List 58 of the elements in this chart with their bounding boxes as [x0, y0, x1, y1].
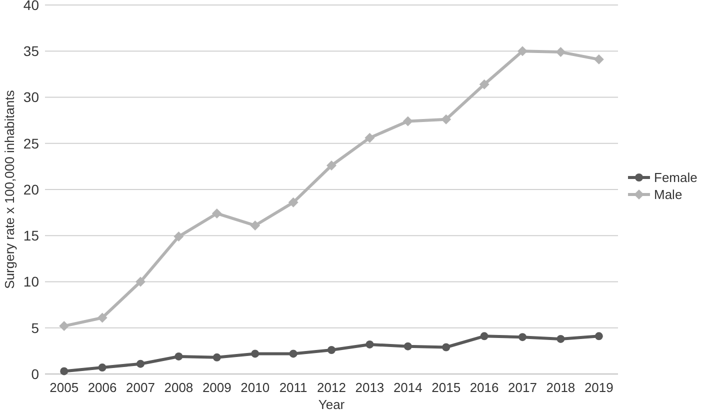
point	[518, 46, 528, 56]
y-tick-label: 40	[23, 0, 40, 13]
y-axis-title: Surgery rate x 100,000 inhabitants	[2, 90, 17, 289]
point	[97, 312, 108, 323]
x-tick-label: 2007	[126, 380, 155, 395]
x-tick-label: 2011	[279, 380, 308, 395]
point	[518, 333, 526, 342]
y-tick-label: 0	[31, 366, 40, 382]
point	[366, 340, 374, 348]
x-axis-title: Year	[318, 397, 346, 412]
point	[60, 367, 68, 376]
x-tick-label: 2019	[584, 380, 614, 395]
point	[556, 334, 565, 343]
y-tick-label: 25	[23, 135, 40, 152]
point	[594, 54, 604, 64]
point	[594, 332, 603, 340]
point	[402, 116, 413, 126]
x-tick-label: 2006	[88, 380, 117, 395]
x-tick-label: 2005	[50, 380, 79, 395]
legend-label: Male	[654, 187, 682, 202]
y-tick-label: 10	[23, 274, 40, 290]
y-tick-label: 20	[23, 181, 40, 198]
point	[556, 47, 566, 58]
point	[136, 276, 146, 287]
x-tick-label: 2017	[508, 380, 537, 395]
point	[59, 321, 70, 332]
point	[212, 353, 221, 362]
point	[212, 208, 222, 218]
y-tick-label: 35	[23, 43, 40, 60]
x-tick-label: 2018	[546, 380, 576, 395]
x-tick-label: 2013	[355, 380, 384, 395]
legend-label: Female	[654, 170, 698, 186]
point	[174, 232, 184, 242]
point	[328, 346, 336, 354]
point	[98, 364, 106, 372]
y-tick-label: 5	[31, 320, 40, 336]
x-tick-label: 2014	[393, 380, 422, 395]
point	[441, 114, 452, 124]
point	[442, 343, 450, 352]
point	[174, 352, 183, 360]
x-tick-label: 2015	[432, 380, 461, 395]
point	[136, 360, 144, 368]
point	[404, 342, 412, 350]
point	[364, 132, 375, 143]
x-tick-label: 2008	[164, 380, 194, 395]
point	[289, 350, 298, 358]
y-tick-label: 15	[23, 228, 40, 244]
x-tick-label: 2010	[240, 380, 270, 395]
point	[251, 350, 260, 358]
x-tick-label: 2016	[470, 380, 499, 395]
point	[480, 332, 488, 340]
point	[479, 79, 490, 90]
y-tick-label: 30	[23, 89, 40, 106]
point	[250, 220, 260, 230]
x-tick-label: 2012	[317, 380, 346, 395]
point	[326, 160, 336, 171]
x-tick-label: 2009	[202, 380, 232, 395]
point	[288, 197, 298, 208]
